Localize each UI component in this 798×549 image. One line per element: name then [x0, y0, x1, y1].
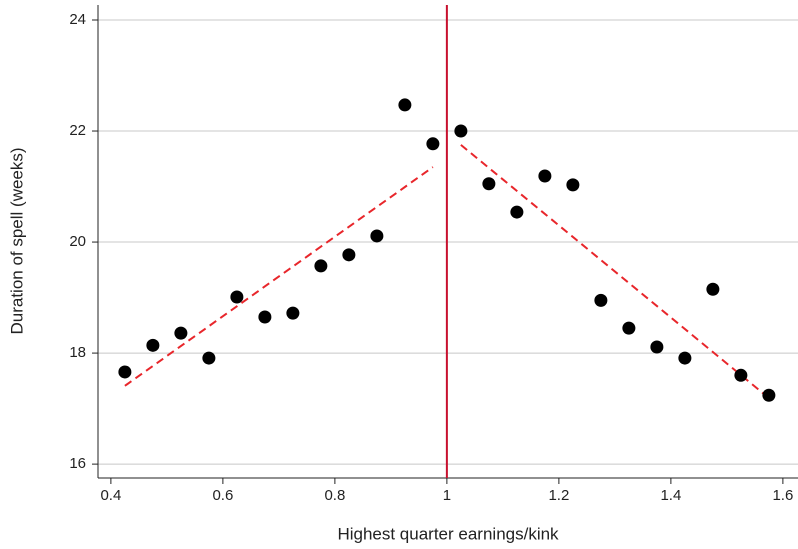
x-tick-label: 1.6	[772, 487, 793, 504]
y-tick-label: 22	[69, 122, 86, 139]
point	[118, 365, 132, 379]
x-tick-label: 0.4	[100, 487, 121, 504]
point	[678, 351, 692, 365]
point	[230, 290, 244, 304]
point	[734, 368, 748, 382]
fit-line	[460, 144, 770, 399]
x-tick-label: 1	[443, 487, 451, 504]
point	[566, 178, 580, 192]
y-axis-title: Duration of spell (weeks)	[7, 147, 26, 334]
fit-line	[124, 166, 434, 387]
point	[650, 340, 664, 354]
point	[202, 351, 216, 365]
x-tick-label: 1.2	[548, 487, 569, 504]
x-axis-title: Highest quarter earnings/kink	[337, 524, 559, 543]
point	[538, 169, 552, 183]
point	[370, 229, 384, 243]
point	[594, 293, 608, 307]
y-tick-label: 16	[69, 455, 86, 472]
point	[762, 388, 776, 402]
point	[314, 259, 328, 273]
y-tick-label: 20	[69, 233, 86, 250]
point	[454, 124, 468, 138]
point	[706, 282, 720, 296]
y-tick-label: 18	[69, 344, 86, 361]
point	[426, 137, 440, 151]
x-tick-label: 0.6	[212, 487, 233, 504]
point	[398, 98, 412, 112]
x-tick-label: 0.8	[324, 487, 345, 504]
point	[510, 205, 524, 219]
point	[146, 338, 160, 352]
point	[258, 310, 272, 324]
point	[622, 321, 636, 335]
point	[342, 248, 356, 262]
y-tick-label: 24	[69, 11, 86, 28]
point	[174, 326, 188, 340]
point	[286, 306, 300, 320]
point	[482, 177, 496, 191]
x-tick-label: 1.4	[660, 487, 681, 504]
